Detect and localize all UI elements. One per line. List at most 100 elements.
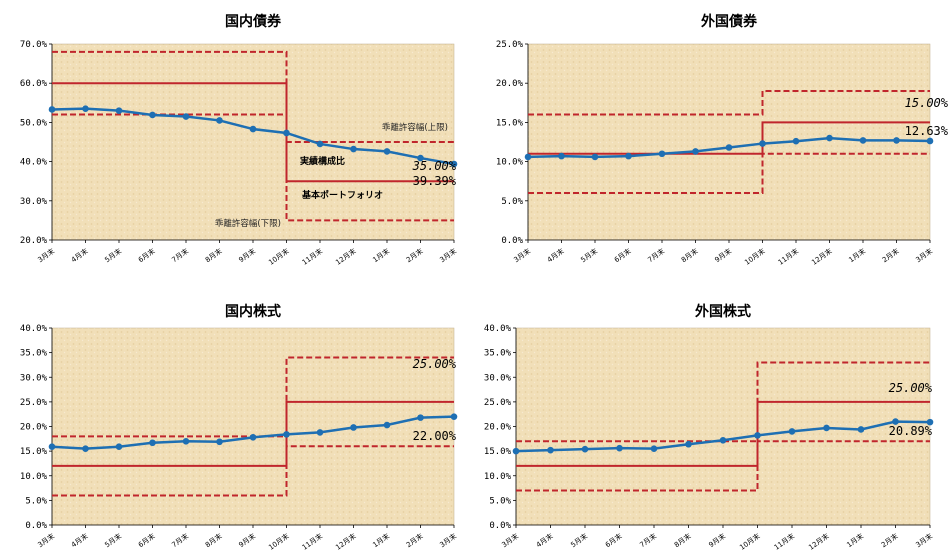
y-tick-label: 15.0% — [484, 447, 512, 457]
actual-point — [283, 431, 290, 438]
x-tick-label: 5月末 — [103, 531, 123, 549]
actual-point — [316, 140, 324, 148]
y-tick-label: 20.0% — [20, 423, 48, 433]
actual-point — [754, 432, 761, 439]
x-tick-label: 11月末 — [776, 246, 800, 267]
x-tick-label: 7月末 — [170, 246, 190, 264]
y-tick-label: 40.0% — [20, 324, 48, 334]
x-tick-label: 10月末 — [267, 531, 291, 552]
y-tick-label: 20.0% — [484, 423, 512, 433]
x-tick-label: 3月末 — [438, 531, 458, 549]
x-tick-label: 5月末 — [579, 246, 599, 264]
plot-area — [51, 43, 455, 241]
actual-point — [450, 160, 458, 168]
y-tick-label: 30.0% — [20, 197, 48, 207]
x-tick-label: 3月末 — [36, 531, 56, 549]
chart-foreign-bonds: 外国債券 0.0% 5.0% 10.0% 15.0% 20.0% 25.0% 3月末 4月末 5月… — [476, 0, 951, 267]
plot-area — [515, 327, 931, 526]
chart-svg: 国内株式 0.0% 5.0% 10.0% 15.0% 20.0% 25.0% 30.0% 35.… — [20, 303, 458, 552]
actual-point — [792, 137, 800, 145]
y-tick-label: 10.0% — [20, 472, 48, 482]
chart-title: 外国株式 — [695, 303, 751, 320]
upper-limit-annotation: 乖離許容幅(上限) — [382, 122, 448, 133]
y-tick-label: 50.0% — [20, 118, 48, 128]
x-tick-label: 6月末 — [136, 246, 156, 264]
x-tick-label: 7月末 — [646, 246, 666, 264]
target-annotation: 基本ポートフォリオ — [301, 189, 383, 201]
actual-end-label: 39.39% — [413, 174, 457, 188]
x-tick-label: 8月末 — [203, 531, 223, 549]
actual-point — [383, 421, 391, 429]
y-tick-label: 25.0% — [496, 40, 524, 50]
lower-limit-line — [516, 440, 930, 492]
chart-svg: 外国債券 0.0% 5.0% 10.0% 15.0% 20.0% 25.0% 3月末 4月末 5月… — [496, 13, 949, 267]
actual-point — [249, 125, 257, 133]
x-tick-label: 10月末 — [738, 531, 762, 552]
actual-point — [926, 418, 934, 426]
x-tick-label: 2月末 — [404, 246, 424, 264]
x-tick-label: 6月末 — [612, 246, 632, 264]
y-tick-label: 15.0% — [496, 118, 524, 128]
x-tick-label: 9月末 — [713, 246, 733, 264]
actual-point — [581, 445, 589, 453]
y-tick-label: 40.0% — [484, 324, 512, 334]
actual-point — [316, 429, 324, 436]
lower-limit-line — [52, 113, 454, 222]
x-tick-label: 2月末 — [880, 246, 900, 264]
x-tick-label: 1月末 — [847, 246, 867, 264]
x-tick-label: 3月末 — [914, 531, 934, 549]
x-tick-label: 4月末 — [69, 531, 89, 549]
actual-point — [82, 445, 89, 452]
upper-limit-line — [52, 50, 454, 143]
x-tick-label: 11月末 — [300, 246, 324, 267]
chart-domestic-stocks: 国内株式 0.0% 5.0% 10.0% 15.0% 20.0% 25.0% 30.0% 35.… — [0, 290, 476, 553]
target-value-label: 25.00% — [413, 357, 457, 371]
actual-point — [658, 150, 666, 158]
target-value-label: 35.00% — [412, 159, 457, 173]
x-tick-label: 3月末 — [438, 246, 458, 264]
x-tick-label: 10月末 — [743, 246, 767, 267]
upper-limit-line — [516, 361, 930, 443]
chart-foreign-stocks: 外国株式 0.0% 5.0% 10.0% 15.0% 20.0% 25.0% 30.0% 35.… — [476, 290, 951, 553]
y-tick-label: 60.0% — [20, 79, 48, 89]
y-tick-label: 70.0% — [20, 40, 48, 50]
x-tick-label: 4月末 — [69, 246, 89, 264]
actual-point — [216, 117, 223, 124]
y-tick-label: 20.0% — [496, 79, 524, 89]
actual-point — [115, 443, 123, 450]
target-value-label: 15.00% — [905, 96, 949, 110]
y-tick-label: 10.0% — [496, 158, 524, 168]
x-tick-label: 7月末 — [638, 531, 658, 549]
x-tick-label: 6月末 — [136, 531, 156, 549]
y-tick-label: 0.0% — [501, 236, 523, 246]
y-tick-label: 30.0% — [484, 373, 512, 383]
actual-point — [249, 434, 257, 441]
chart-title: 国内債券 — [225, 13, 282, 30]
actual-point — [826, 134, 833, 142]
actual-point — [149, 439, 156, 447]
chart-title: 国内株式 — [225, 303, 281, 320]
x-tick-label: 5月末 — [103, 246, 123, 264]
actual-point — [625, 152, 632, 160]
x-tick-label: 11月末 — [300, 531, 324, 552]
x-tick-label: 6月末 — [603, 531, 623, 549]
x-tick-label: 8月末 — [679, 246, 699, 264]
actual-point — [115, 107, 123, 114]
y-tick-label: 15.0% — [20, 447, 48, 457]
actual-point — [926, 137, 934, 145]
y-tick-label: 20.0% — [20, 236, 48, 246]
x-tick-label: 11月末 — [772, 531, 796, 552]
y-tick-label: 0.0% — [25, 521, 47, 531]
y-tick-label: 25.0% — [20, 398, 48, 408]
actual-point — [823, 424, 830, 432]
x-tick-label: 4月末 — [545, 246, 565, 264]
actual-point — [350, 424, 357, 431]
plot-area — [527, 43, 931, 241]
lower-limit-line — [52, 445, 454, 497]
actual-point — [182, 437, 190, 445]
actual-point — [893, 137, 900, 144]
x-tick-label: 3月末 — [500, 531, 520, 549]
x-tick-label: 5月末 — [569, 531, 589, 549]
target-portfolio-line — [528, 121, 930, 155]
chart-title: 外国債券 — [701, 13, 758, 30]
